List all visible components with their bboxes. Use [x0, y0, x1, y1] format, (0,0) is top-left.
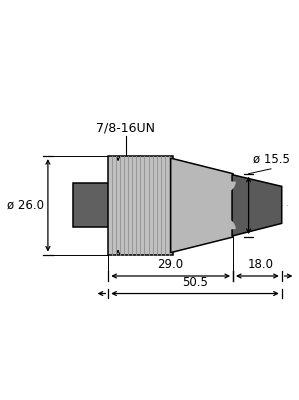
Text: 50.5: 50.5	[182, 276, 208, 289]
Text: ø 26.0: ø 26.0	[7, 199, 44, 212]
Text: 18.0: 18.0	[247, 258, 273, 271]
Polygon shape	[171, 158, 233, 253]
Text: 29.0: 29.0	[158, 258, 184, 271]
Text: ø 15.5: ø 15.5	[254, 153, 290, 166]
Bar	[73, 184, 110, 227]
Text: 7/8-16UN: 7/8-16UN	[96, 122, 155, 135]
Bar	[108, 156, 173, 254]
Polygon shape	[232, 175, 282, 236]
